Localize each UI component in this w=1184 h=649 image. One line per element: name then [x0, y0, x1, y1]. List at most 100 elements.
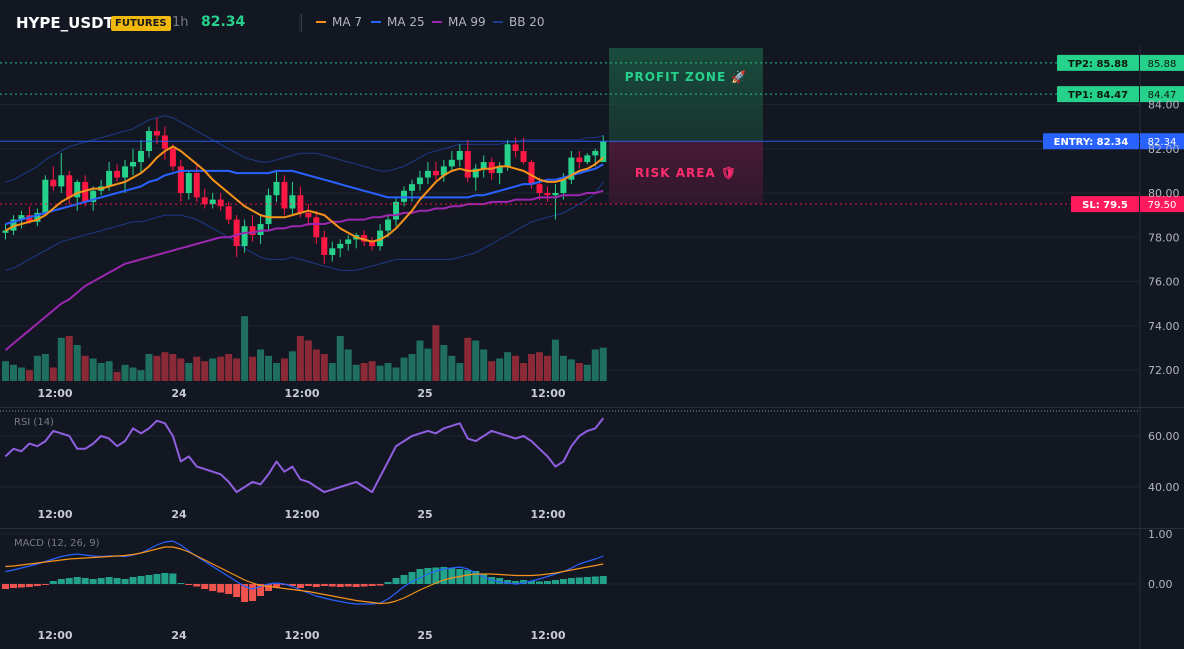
volume-bar	[249, 356, 257, 381]
legend-ma7[interactable]: MA 7	[316, 15, 362, 29]
timeframe-label[interactable]: 1h	[172, 15, 189, 30]
macd-histogram-bar	[113, 578, 121, 584]
macd-histogram-bar	[400, 575, 408, 584]
symbol-title[interactable]: HYPE_USDT	[16, 14, 114, 32]
candle-body	[512, 144, 519, 151]
candle-body	[544, 193, 551, 196]
candle-body	[393, 201, 400, 220]
price-axis-tag-tp2	[1140, 54, 1184, 71]
volume-bar	[360, 363, 368, 381]
candle-body	[424, 170, 431, 178]
macd-histogram-bar	[185, 584, 193, 585]
volume-bar	[535, 352, 543, 381]
candle-body	[337, 243, 344, 249]
candle-body	[361, 235, 368, 242]
macd-histogram-bar	[73, 577, 81, 584]
candle-body	[10, 219, 17, 231]
macd-histogram-bar	[504, 580, 512, 584]
macd-histogram-bar	[312, 584, 320, 587]
price-axis-tag-tp1	[1140, 86, 1184, 103]
volume-bar	[304, 340, 312, 381]
candle-body	[233, 219, 240, 247]
volume-bar	[448, 355, 456, 381]
volume-bar	[280, 358, 288, 381]
volume-bar	[464, 337, 472, 381]
legend-ma25[interactable]: MA 25	[371, 15, 425, 29]
legend-ma99[interactable]: MA 99	[432, 15, 486, 29]
macd-histogram-bar	[41, 584, 49, 585]
volume-bar	[225, 354, 233, 381]
risk-area	[609, 141, 763, 205]
time-axis-label: 12:00	[37, 387, 72, 400]
macd-histogram-bar	[567, 578, 575, 584]
macd-histogram-bar	[257, 584, 265, 596]
level-tag-text: ENTRY: 82.34	[1054, 137, 1129, 148]
macd-histogram-bar	[424, 568, 432, 584]
candle-body	[281, 181, 288, 209]
volume-bar	[472, 340, 480, 381]
candle-body	[448, 159, 455, 167]
candle-body	[520, 150, 527, 163]
volume-bar	[41, 354, 49, 381]
macd-histogram-bar	[169, 573, 177, 584]
price-axis-label: 72.00	[1148, 364, 1180, 377]
macd-axis-label: 1.00	[1148, 528, 1173, 541]
candle-body	[377, 230, 384, 247]
macd-histogram-bar	[241, 584, 249, 602]
volume-bar	[416, 340, 424, 381]
candle-body	[217, 199, 224, 207]
macd-histogram-bar	[225, 584, 233, 594]
volume-bar	[408, 354, 416, 381]
time-axis-label: 24	[171, 508, 187, 521]
volume-bar	[496, 358, 504, 381]
volume-bar	[201, 361, 209, 381]
macd-histogram-bar	[265, 584, 273, 591]
price-axis-label: 74.00	[1148, 320, 1180, 333]
candle-body	[153, 131, 160, 136]
macd-histogram-bar	[217, 584, 225, 593]
macd-histogram-bar	[296, 584, 304, 588]
candle-body	[265, 195, 272, 224]
legend-swatch	[371, 21, 381, 23]
price-axis-label: 78.00	[1148, 231, 1180, 244]
price-axis-label: 84.00	[1148, 99, 1180, 112]
macd-histogram-bar	[535, 581, 543, 584]
volume-bar	[17, 367, 25, 381]
volume-bar	[73, 345, 81, 381]
macd-title: MACD (12, 26, 9)	[14, 538, 100, 549]
candle-body	[576, 157, 583, 163]
level-tag-text: TP1: 84.47	[1068, 90, 1128, 101]
macd-histogram-bar	[384, 582, 392, 584]
candle-body	[50, 179, 57, 187]
candle-body	[225, 206, 232, 220]
volume-bar	[161, 352, 169, 381]
volume-bar	[81, 355, 89, 381]
profit-zone	[609, 48, 763, 142]
volume-bar	[336, 336, 344, 381]
candle-body	[249, 226, 256, 236]
risk-area-label: RISK AREA 🛡	[635, 166, 737, 180]
price-axis-tag-text: 82.34	[1148, 137, 1177, 148]
macd-histogram-bar	[352, 584, 360, 587]
volume-bar	[384, 363, 392, 381]
macd-histogram-bar	[559, 579, 567, 584]
macd-histogram-bar	[599, 576, 607, 584]
chart-header: HYPE_USDT FUTURES 1h 82.34 MA 7 MA 25 MA…	[0, 0, 1184, 46]
rsi-axis-label: 60.00	[1148, 430, 1180, 443]
candle-body	[440, 166, 447, 176]
macd-histogram-bar	[17, 584, 25, 588]
volume-bar	[209, 358, 217, 381]
candle-body	[536, 184, 543, 193]
legend-bb20[interactable]: BB 20	[493, 15, 545, 29]
candle-body	[209, 199, 216, 205]
candle-body	[305, 212, 312, 218]
rsi-axis-label: 40.00	[1148, 481, 1180, 494]
macd-histogram-bar	[360, 584, 368, 587]
candle-body	[169, 148, 176, 167]
macd-histogram-bar	[432, 567, 440, 584]
volume-bar	[65, 336, 73, 381]
volume-bar	[233, 358, 241, 381]
level-tag-text: TP2: 85.88	[1068, 59, 1128, 70]
volume-bar	[520, 363, 528, 381]
